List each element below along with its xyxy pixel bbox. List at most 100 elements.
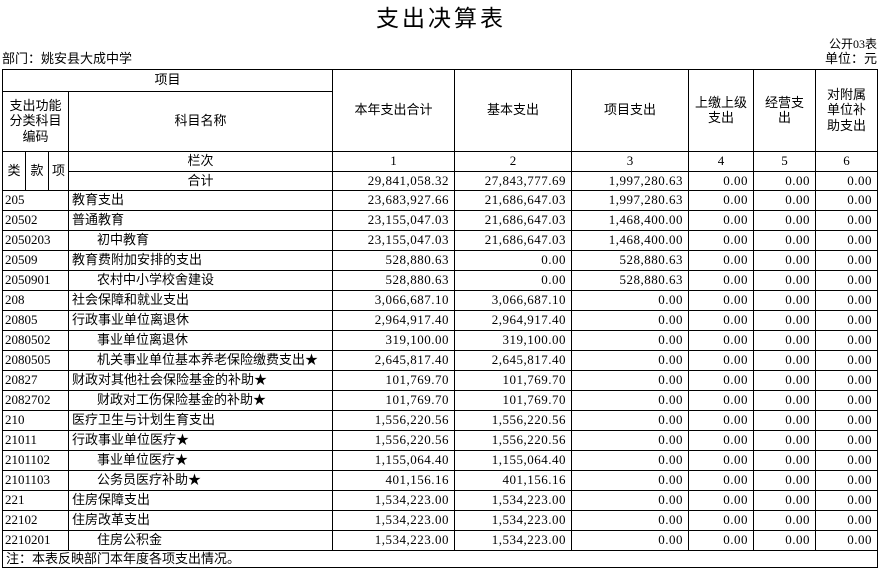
row-value: 0.00 bbox=[815, 429, 879, 451]
total-value-2: 27,843,777.69 bbox=[454, 170, 573, 191]
table-row: 20509 教育费附加安排的支出 528,880.63 0.00 528,880.63 0… bbox=[2, 249, 879, 271]
row-value: 0.00 bbox=[753, 389, 817, 411]
row-value: 21,686,647.03 bbox=[454, 209, 573, 231]
row-value: 23,683,927.66 bbox=[332, 189, 456, 211]
table-row: 2080505 机关事业单位基本养老保险缴费支出★ 2,645,817.40 2,64… bbox=[2, 349, 879, 371]
row-value: 0.00 bbox=[571, 389, 690, 411]
header-row-colnums: 类 款 项 栏次 1 2 3 4 5 6 bbox=[2, 150, 879, 191]
row-value: 0.00 bbox=[571, 429, 690, 451]
row-code: 21011 bbox=[2, 429, 69, 451]
row-code: 2101103 bbox=[2, 469, 69, 491]
row-subject-name: 财政对工伤保险基金的补助★ bbox=[67, 389, 334, 411]
row-value: 0.00 bbox=[753, 409, 817, 431]
header-colnum-5: 5 bbox=[753, 150, 817, 172]
row-value: 0.00 bbox=[688, 449, 755, 471]
row-subject-name: 事业单位离退休 bbox=[67, 329, 334, 351]
row-value: 401,156.16 bbox=[454, 469, 573, 491]
header-col-year-total: 本年支出合计 bbox=[332, 68, 456, 152]
row-value: 1,155,064.40 bbox=[454, 449, 573, 471]
row-code: 2080505 bbox=[2, 349, 69, 371]
row-value: 0.00 bbox=[753, 489, 817, 511]
row-value: 1,468,400.00 bbox=[571, 229, 690, 251]
row-value: 0.00 bbox=[815, 409, 879, 431]
row-value: 1,556,220.56 bbox=[332, 409, 456, 431]
row-value: 101,769.70 bbox=[332, 369, 456, 391]
header-colnum-6: 6 bbox=[815, 150, 879, 172]
department-label: 部门：姚安县大成中学 bbox=[2, 50, 133, 66]
total-label: 合计 bbox=[67, 170, 334, 191]
row-value: 0.00 bbox=[454, 269, 573, 291]
row-subject-name: 行政事业单位离退休 bbox=[67, 309, 334, 331]
row-value: 0.00 bbox=[688, 289, 755, 311]
row-value: 0.00 bbox=[688, 269, 755, 291]
row-subject-name: 医疗卫生与计划生育支出 bbox=[67, 409, 334, 431]
unit-label: 单位：元 bbox=[824, 50, 877, 66]
row-value: 1,534,223.00 bbox=[454, 489, 573, 511]
row-value: 0.00 bbox=[815, 329, 879, 351]
page-title: 支出决算表 bbox=[376, 6, 506, 31]
table-row: 20805 行政事业单位离退休 2,964,917.40 2,964,917.40 0.… bbox=[2, 309, 879, 331]
row-value: 0.00 bbox=[571, 309, 690, 331]
row-value: 21,686,647.03 bbox=[454, 229, 573, 251]
row-subject-name: 社会保障和就业支出 bbox=[67, 289, 334, 311]
header-col-operating: 经营支出 bbox=[753, 68, 817, 152]
row-value: 3,066,687.10 bbox=[454, 289, 573, 311]
row-value: 0.00 bbox=[753, 229, 817, 251]
table-row: 2082702 财政对工伤保险基金的补助★ 101,769.70 101,769.70… bbox=[2, 389, 879, 411]
row-subject-name: 初中教育 bbox=[67, 229, 334, 251]
row-value: 0.00 bbox=[753, 469, 817, 491]
table-row: 21011 行政事业单位医疗★ 1,556,220.56 1,556,220.56 0.… bbox=[2, 429, 879, 451]
row-code: 20509 bbox=[2, 249, 69, 271]
row-code: 210 bbox=[2, 409, 69, 431]
row-value: 0.00 bbox=[753, 429, 817, 451]
table-row: 20502 普通教育 23,155,047.03 21,686,647.03 1,468… bbox=[2, 209, 879, 231]
table-row: 205 教育支出 23,683,927.66 21,686,647.03 1,997,2… bbox=[2, 189, 879, 211]
row-value: 319,100.00 bbox=[332, 329, 456, 351]
header-code: 支出功能分类科目编码 bbox=[2, 90, 69, 152]
row-value: 101,769.70 bbox=[454, 369, 573, 391]
table-row: 208 社会保障和就业支出 3,066,687.10 3,066,687.10 0.00… bbox=[2, 289, 879, 311]
row-value: 0.00 bbox=[753, 349, 817, 371]
table-note: 注：本表反映部门本年度各项支出情况。 bbox=[1, 549, 879, 568]
total-row: 合计 29,841,058.32 27,843,777.69 1,997,280… bbox=[3, 170, 879, 191]
row-value: 0.00 bbox=[688, 189, 755, 211]
row-value: 0.00 bbox=[688, 529, 755, 551]
row-value: 0.00 bbox=[571, 489, 690, 511]
table-row: 2101102 事业单位医疗★ 1,155,064.40 1,155,064.40 0.… bbox=[2, 449, 879, 471]
row-value: 0.00 bbox=[571, 509, 690, 531]
form-number: 公开03表 bbox=[828, 36, 877, 51]
row-subject-name: 普通教育 bbox=[67, 209, 334, 231]
row-value: 0.00 bbox=[815, 489, 879, 511]
row-value: 528,880.63 bbox=[332, 269, 456, 291]
row-value: 0.00 bbox=[688, 389, 755, 411]
row-value: 1,468,400.00 bbox=[571, 209, 690, 231]
row-code: 221 bbox=[2, 489, 69, 511]
total-value-1: 29,841,058.32 bbox=[332, 170, 456, 191]
row-subject-name: 教育费附加安排的支出 bbox=[67, 249, 334, 271]
row-code: 208 bbox=[2, 289, 69, 311]
total-value-3: 1,997,280.63 bbox=[571, 170, 690, 191]
row-value: 0.00 bbox=[753, 249, 817, 271]
row-value: 0.00 bbox=[815, 509, 879, 531]
row-value: 0.00 bbox=[815, 289, 879, 311]
row-code: 2050901 bbox=[2, 269, 69, 291]
row-value: 528,880.63 bbox=[332, 249, 456, 271]
row-value: 21,686,647.03 bbox=[454, 189, 573, 211]
row-code: 20805 bbox=[2, 309, 69, 331]
row-value: 0.00 bbox=[815, 269, 879, 291]
row-value: 1,556,220.56 bbox=[454, 429, 573, 451]
row-code: 2082702 bbox=[2, 389, 69, 411]
expenditure-table: 项目 本年支出合计 基本支出 项目支出 上缴上级支出 经营支出 对附属单位补助支… bbox=[1, 68, 879, 568]
row-value: 2,645,817.40 bbox=[454, 349, 573, 371]
row-value: 528,880.63 bbox=[571, 249, 690, 271]
total-value-4: 0.00 bbox=[688, 170, 755, 191]
row-value: 1,534,223.00 bbox=[454, 529, 573, 551]
row-subject-name: 行政事业单位医疗★ bbox=[67, 429, 334, 451]
total-value-5: 0.00 bbox=[753, 170, 817, 191]
row-value: 0.00 bbox=[753, 189, 817, 211]
row-value: 0.00 bbox=[688, 249, 755, 271]
header-lanci: 栏次 bbox=[67, 150, 334, 172]
row-value: 23,155,047.03 bbox=[332, 209, 456, 231]
row-code: 2050203 bbox=[2, 229, 69, 251]
row-code: 2101102 bbox=[2, 449, 69, 471]
